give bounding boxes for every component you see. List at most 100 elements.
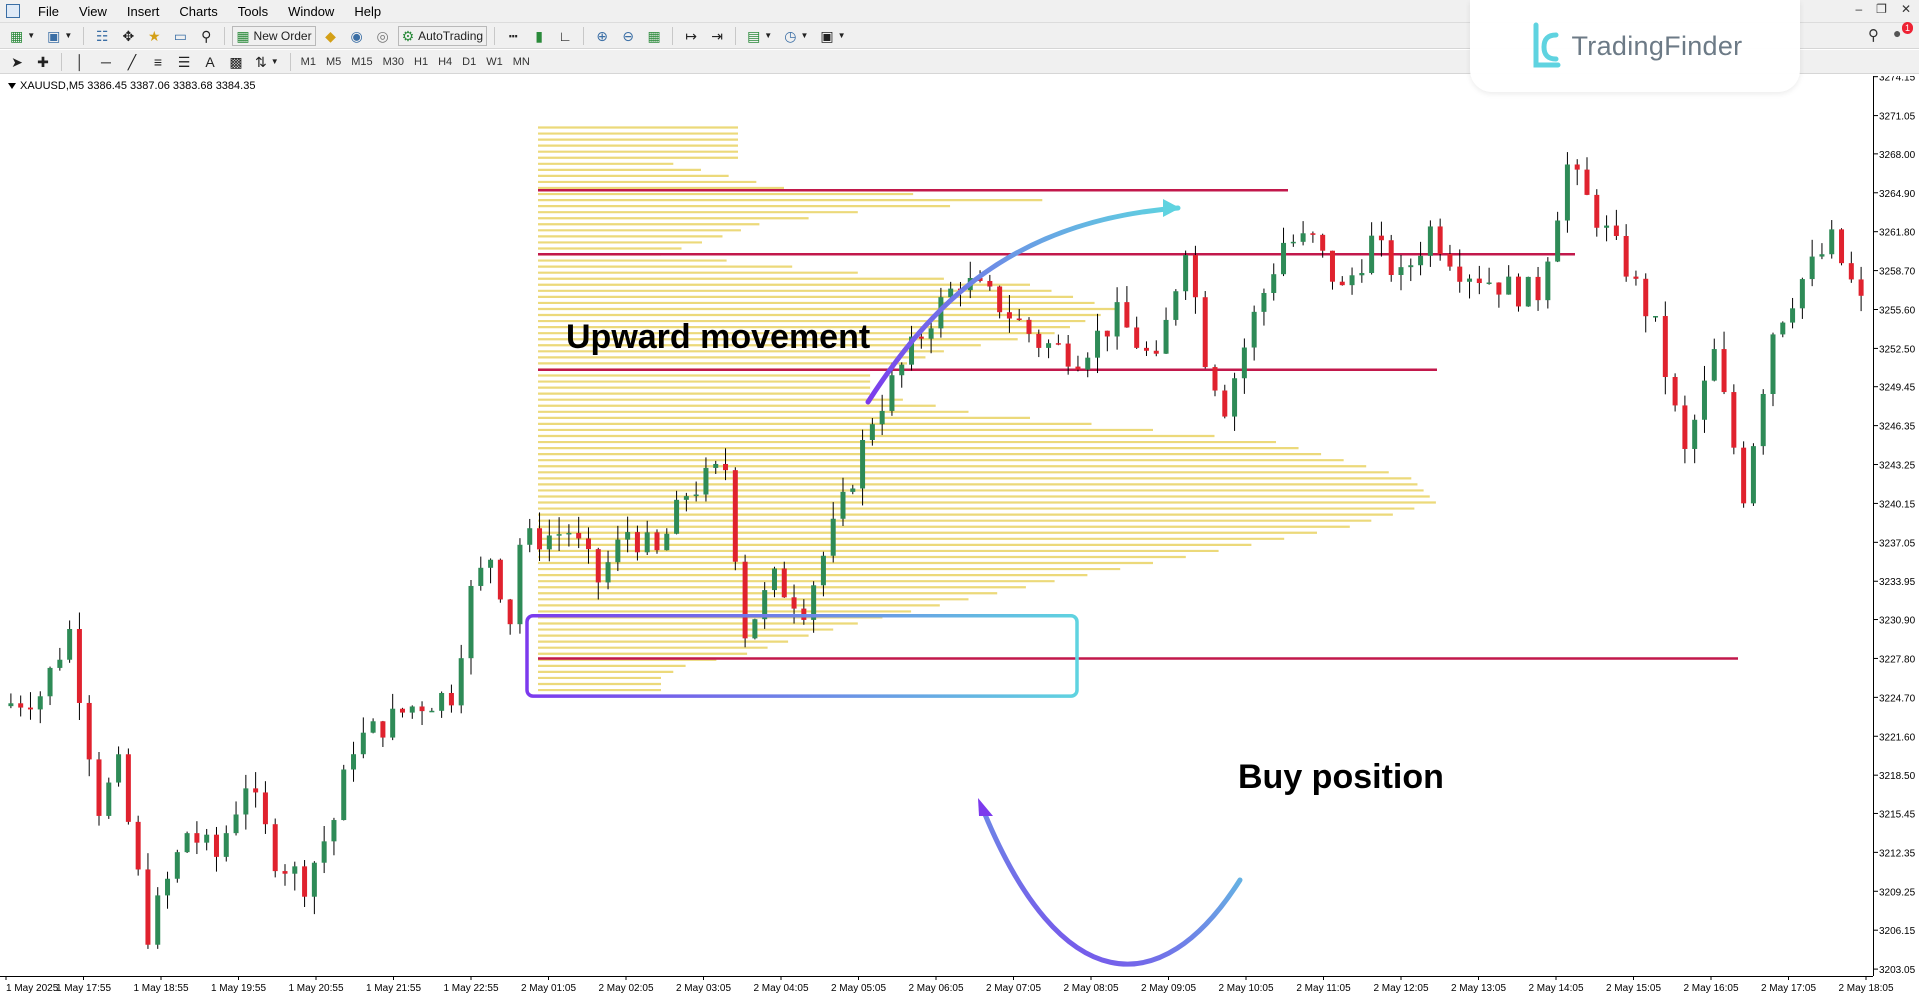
candle-body (497, 559, 503, 600)
crosshair-button[interactable]: ✚ (32, 52, 54, 72)
indicators-button[interactable]: ▤ ▼ (747, 27, 773, 44)
candle-body (1124, 302, 1130, 328)
candle-body (360, 732, 366, 755)
candle-body (546, 535, 552, 550)
profiles-icon: ▣ (47, 27, 61, 44)
chart-window[interactable]: Upward movement Buy position 3274.15 3271.0… (0, 76, 1919, 996)
candle-body (703, 467, 709, 495)
timeframe-m1[interactable]: M1 (300, 55, 316, 68)
close-icon[interactable]: ✕ (1900, 2, 1911, 16)
menu-tools[interactable]: Tools (237, 3, 269, 19)
timeframe-m15[interactable]: M15 (351, 55, 373, 68)
candle-body (1515, 276, 1521, 307)
candle-body (1790, 308, 1796, 323)
menu-insert[interactable]: Insert (126, 3, 160, 19)
line-chart-button[interactable]: ∟ (554, 26, 576, 46)
menu-window[interactable]: Window (288, 3, 335, 19)
timeframe-h1[interactable]: H1 (414, 55, 429, 68)
candle-body (1143, 347, 1149, 351)
toolbar-separator (61, 52, 62, 71)
time-tick-label: 1 May 19:55 (211, 983, 266, 994)
timeframe-mn[interactable]: MN (512, 55, 530, 68)
candle-body (1349, 275, 1355, 286)
profiles-button[interactable]: ▣ ▼ (47, 27, 73, 44)
indicators-icon: ▤ (747, 27, 761, 44)
candle-body (860, 439, 866, 489)
notifications-icon[interactable]: ● 1 (1893, 22, 1913, 43)
candle-body (429, 710, 435, 713)
candle-body (1075, 366, 1081, 370)
window-controls: – ❐ ✕ (1855, 2, 1911, 16)
timeframe-m5[interactable]: M5 (325, 55, 342, 68)
candle-body (1839, 229, 1845, 264)
text-button[interactable]: A (199, 52, 221, 72)
price-tick-label: 3258.70 (1879, 267, 1916, 278)
tester-button[interactable]: ⚲ (195, 26, 217, 46)
favorites-button[interactable]: ★ (143, 26, 165, 46)
search-icon[interactable]: ⚲ (1868, 27, 1879, 44)
chart-canvas[interactable]: Upward movement Buy position 3274.15 3271.0… (0, 76, 1919, 996)
candle-body (213, 834, 219, 857)
candle-body (96, 759, 102, 816)
arrows-icon: ⇅ (255, 53, 267, 70)
candle-body (262, 792, 268, 825)
candle-body (850, 488, 856, 492)
timeframe-d1[interactable]: D1 (462, 55, 477, 68)
tile-windows-button[interactable]: ▦ (643, 26, 665, 46)
globe-icon: ◎ (376, 27, 389, 44)
chart-shift-button[interactable]: ⇥ (706, 26, 728, 46)
timeframe-m30[interactable]: M30 (382, 55, 405, 68)
terminal-button[interactable]: ▭ (169, 26, 191, 46)
auto-scroll-button[interactable]: ↦ (680, 26, 702, 46)
restore-icon[interactable]: ❐ (1876, 2, 1887, 16)
market-button[interactable]: ◎ (372, 26, 394, 46)
zoom-in-button[interactable]: ⊕ (591, 26, 613, 46)
candle-body (282, 871, 288, 874)
menu-file[interactable]: File (38, 3, 59, 19)
horizontal-line-button[interactable]: ─ (95, 52, 117, 72)
new-order-button[interactable]: ▦ New Order (232, 25, 316, 46)
periods-button[interactable]: ◷ ▼ (784, 27, 809, 44)
candle-body (370, 721, 376, 733)
new-chart-button[interactable]: ▦ ▼ (10, 27, 36, 44)
candle-chart-button[interactable]: ▮ (528, 26, 550, 46)
zoom-out-button[interactable]: ⊖ (617, 26, 639, 46)
label-button[interactable]: ▩ (225, 52, 247, 72)
candle-body (174, 852, 180, 879)
candle-body (1467, 278, 1473, 282)
candle-body (713, 463, 719, 468)
candle-body (302, 866, 308, 897)
menu-view[interactable]: View (78, 3, 107, 19)
trendline-button[interactable]: ╱ (121, 52, 143, 72)
fibonacci-icon: ☰ (177, 53, 191, 70)
price-tick-label: 3218.50 (1879, 771, 1916, 782)
market-watch-button[interactable]: ☷ (91, 26, 113, 46)
arrows-button[interactable]: ⇅ ▼ (255, 53, 279, 70)
toolbar-separator (735, 26, 737, 45)
metaeditor-button[interactable]: ◆ (320, 26, 342, 46)
menu-help[interactable]: Help (354, 3, 382, 19)
bar-chart-button[interactable]: ┅ (502, 26, 524, 46)
candle-body (1046, 343, 1052, 348)
vertical-line-button[interactable]: │ (69, 52, 91, 72)
channel-button[interactable]: ≡ (147, 52, 169, 72)
navigator-button[interactable]: ✥ (117, 26, 139, 46)
candle-body (517, 544, 523, 625)
candle-body (918, 336, 924, 339)
candle-body (507, 599, 513, 625)
candle-body (1799, 279, 1805, 309)
minimize-icon[interactable]: – (1855, 2, 1863, 16)
candle-body (1760, 393, 1766, 447)
candle-body (1114, 302, 1120, 337)
timeframe-h4[interactable]: H4 (438, 55, 453, 68)
fibonacci-button[interactable]: ☰ (173, 52, 195, 72)
signals-button[interactable]: ◉ (346, 26, 368, 46)
timeframe-w1[interactable]: W1 (486, 55, 503, 68)
autotrading-button[interactable]: ⚙ AutoTrading (397, 25, 488, 46)
terminal-icon: ▭ (173, 27, 187, 44)
menu-charts[interactable]: Charts (179, 3, 218, 19)
candle-body (1192, 255, 1198, 298)
candle-body (223, 833, 229, 857)
templates-button[interactable]: ▣ ▼ (820, 27, 846, 44)
cursor-button[interactable]: ➤ (6, 52, 28, 72)
